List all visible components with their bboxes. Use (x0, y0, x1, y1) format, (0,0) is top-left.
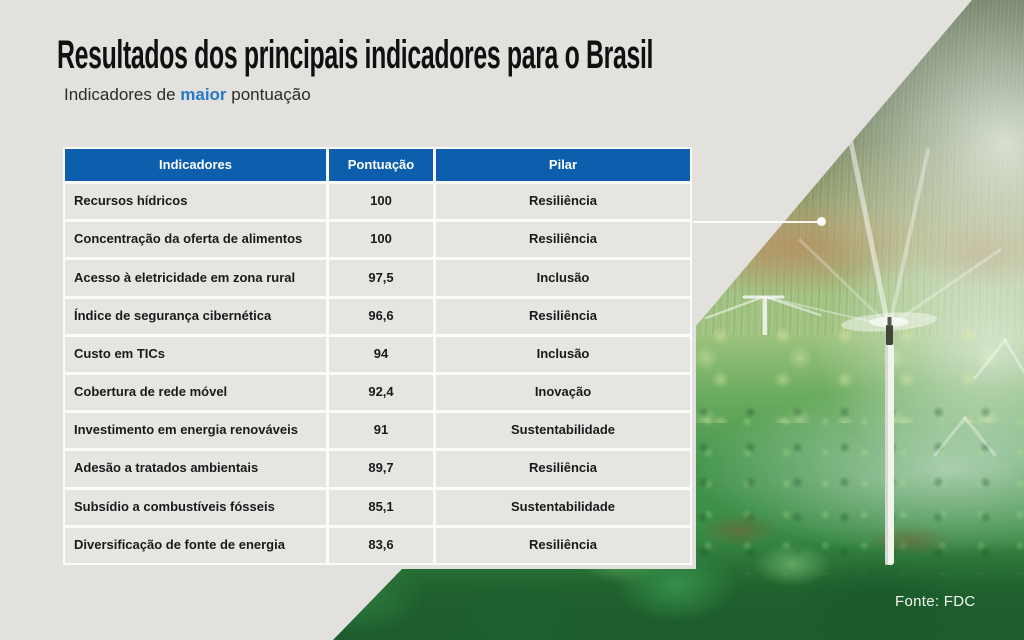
column-header-pontuacao: Pontuação (329, 149, 433, 181)
cell-pillar: Resiliência (436, 527, 690, 563)
cell-score: 96,6 (329, 298, 433, 334)
callout-connector-line (693, 221, 821, 223)
cell-score: 100 (329, 184, 433, 220)
column-header-pilar: Pilar (436, 149, 690, 181)
subtitle-suffix: pontuação (226, 85, 311, 104)
cell-pillar: Resiliência (436, 222, 690, 258)
cell-score: 85,1 (329, 489, 433, 525)
cell-score: 83,6 (329, 527, 433, 563)
subtitle-highlight: maior (180, 85, 227, 104)
cell-score: 100 (329, 222, 433, 258)
cell-indicator: Subsídio a combustíveis fósseis (65, 489, 326, 525)
cell-indicator: Adesão a tratados ambientais (65, 451, 326, 487)
page-title: Resultados dos principais indicadores pa… (57, 33, 654, 77)
column-header-indicadores: Indicadores (65, 149, 326, 181)
cell-score: 94 (329, 336, 433, 372)
cell-pillar: Sustentabilidade (436, 489, 690, 525)
cell-score: 92,4 (329, 374, 433, 411)
cell-indicator: Recursos hídricos (65, 184, 326, 220)
cell-pillar: Resiliência (436, 184, 690, 220)
cell-indicator: Investimento em energia renováveis (65, 413, 326, 449)
cell-indicator: Acesso à eletricidade em zona rural (65, 260, 326, 296)
cell-score: 97,5 (329, 260, 433, 296)
cell-indicator: Cobertura de rede móvel (65, 374, 326, 411)
callout-connector-dot (817, 217, 826, 226)
cell-pillar: Sustentabilidade (436, 413, 690, 449)
cell-indicator: Índice de segurança cibernética (65, 298, 326, 334)
subtitle: Indicadores de maior pontuação (64, 85, 311, 105)
cell-indicator: Custo em TICs (65, 336, 326, 372)
cell-pillar: Inovação (436, 374, 690, 411)
cell-pillar: Inclusão (436, 260, 690, 296)
subtitle-prefix: Indicadores de (64, 85, 181, 104)
cell-score: 91 (329, 413, 433, 449)
cell-pillar: Inclusão (436, 336, 690, 372)
cell-pillar: Resiliência (436, 451, 690, 487)
cell-pillar: Resiliência (436, 298, 690, 334)
source-credit: Fonte: FDC (895, 593, 976, 610)
indicators-table: Indicadores Pontuação Pilar Recursos híd… (63, 147, 692, 565)
photo-lettuce-highlights (640, 318, 1024, 423)
cell-score: 89,7 (329, 451, 433, 487)
cell-indicator: Concentração da oferta de alimentos (65, 222, 326, 258)
cell-indicator: Diversificação de fonte de energia (65, 527, 326, 563)
